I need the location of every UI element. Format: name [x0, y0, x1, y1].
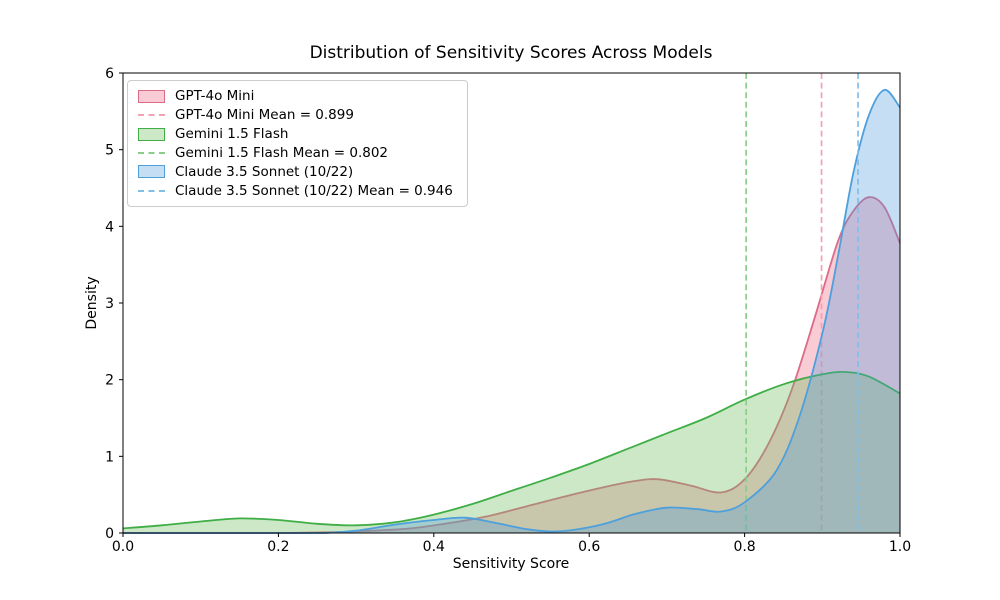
kde-line-1: [122, 371, 901, 530]
x-tick-label: 1.0: [889, 539, 911, 555]
y-tick-label: 1: [105, 449, 114, 465]
y-tick-label: 0: [105, 526, 114, 542]
y-tick-label: 4: [105, 219, 114, 235]
legend-item-series-1: Gemini 1.5 Flash: [138, 126, 457, 142]
kde-line-2: [123, 89, 901, 534]
y-tick-label: 5: [105, 143, 114, 159]
x-axis-label: Sensitivity Score: [452, 556, 570, 572]
x-tick-label: 0.2: [267, 539, 289, 555]
x-tick-label: 0.0: [112, 539, 134, 555]
x-tick-label: 0.4: [423, 539, 445, 555]
legend: GPT-4o Mini GPT-4o Mini Mean = 0.899 Gemin…: [127, 80, 468, 207]
y-axis-label: Density: [84, 276, 100, 330]
x-tick-label: 0.6: [578, 539, 600, 555]
legend-label: Gemini 1.5 Flash: [175, 126, 289, 143]
y-tick-label: 3: [105, 296, 114, 312]
legend-label: Claude 3.5 Sonnet (10/22) Mean = 0.946: [175, 182, 453, 199]
x-tick-label: 0.8: [733, 539, 755, 555]
chart-title: Distribution of Sensitivity Scores Acros…: [309, 43, 713, 63]
legend-dash-swatch: [138, 114, 165, 117]
legend-patch-swatch: [138, 89, 165, 103]
legend-label: Claude 3.5 Sonnet (10/22): [175, 163, 354, 180]
legend-label: Gemini 1.5 Flash Mean = 0.802: [175, 144, 389, 161]
legend-item-mean-0: GPT-4o Mini Mean = 0.899: [138, 107, 457, 123]
legend-item-series-2: Claude 3.5 Sonnet (10/22): [138, 164, 457, 180]
kde-fill-1: [123, 371, 900, 533]
legend-label: GPT-4o Mini: [175, 88, 255, 105]
legend-item-mean-2: Claude 3.5 Sonnet (10/22) Mean = 0.946: [138, 183, 457, 199]
legend-item-mean-1: Gemini 1.5 Flash Mean = 0.802: [138, 145, 457, 161]
legend-label: GPT-4o Mini Mean = 0.899: [175, 107, 354, 124]
legend-dash-swatch: [138, 189, 165, 192]
legend-dash-swatch: [138, 151, 165, 154]
kde-line-0: [123, 196, 901, 534]
legend-patch-swatch: [138, 127, 165, 141]
legend-item-series-0: GPT-4o Mini: [138, 88, 457, 104]
kde-fill-2: [123, 89, 900, 533]
y-tick-label: 6: [105, 66, 114, 82]
legend-patch-swatch: [138, 165, 165, 179]
y-tick-label: 2: [105, 373, 114, 389]
